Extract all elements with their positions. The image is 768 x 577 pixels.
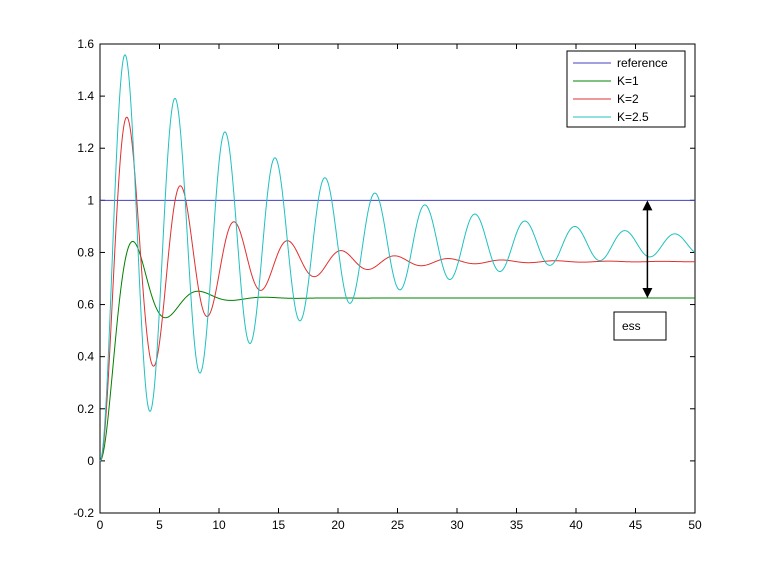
y-tick-label: 1.2 xyxy=(77,141,94,155)
legend-entry: K=1 xyxy=(617,74,639,88)
x-tick-label: 10 xyxy=(212,518,226,532)
ess-label-box xyxy=(613,311,667,341)
ess-label: ess xyxy=(622,319,641,333)
x-tick-label: 35 xyxy=(510,518,524,532)
x-tick-label: 45 xyxy=(629,518,643,532)
legend-box xyxy=(566,50,686,128)
axis-ticks: 0 5 10 15 20 25 30 35 40 45 50-0.200.20.40.60.811.… xyxy=(73,37,702,532)
annotation-layer: ess xyxy=(613,200,667,341)
y-tick-label: 1.6 xyxy=(77,37,94,51)
y-tick-label: 0.4 xyxy=(77,350,94,364)
x-tick-label: 5 xyxy=(156,518,163,532)
y-tick-label: 0.2 xyxy=(77,402,94,416)
x-tick-label: 0 xyxy=(97,518,104,532)
x-tick-label: 15 xyxy=(272,518,286,532)
ess-arrow-head-top xyxy=(642,200,653,211)
legend-entry: K=2 xyxy=(617,92,639,106)
series-line-k-2 xyxy=(99,116,696,462)
x-tick-label: 50 xyxy=(688,518,702,532)
x-tick-label: 30 xyxy=(450,518,464,532)
y-tick-label: 0 xyxy=(87,454,94,468)
y-tick-label: 1.4 xyxy=(77,89,94,103)
y-tick-label: 1 xyxy=(87,193,94,207)
ess-arrow-head-bottom xyxy=(642,288,653,299)
y-tick-label: 0.6 xyxy=(77,298,94,312)
legend-entry: reference xyxy=(617,56,668,70)
series-line-k-2-5 xyxy=(99,54,696,462)
x-tick-label: 20 xyxy=(331,518,345,532)
x-tick-label: 25 xyxy=(391,518,405,532)
y-tick-label: 0.8 xyxy=(77,245,94,259)
legend-entry: K=2.5 xyxy=(617,110,649,124)
x-tick-label: 40 xyxy=(569,518,583,532)
y-tick-label: -0.2 xyxy=(73,506,94,520)
series-layer xyxy=(99,54,696,462)
legend: reference K=1 K=2 K=2.5 xyxy=(566,50,686,128)
